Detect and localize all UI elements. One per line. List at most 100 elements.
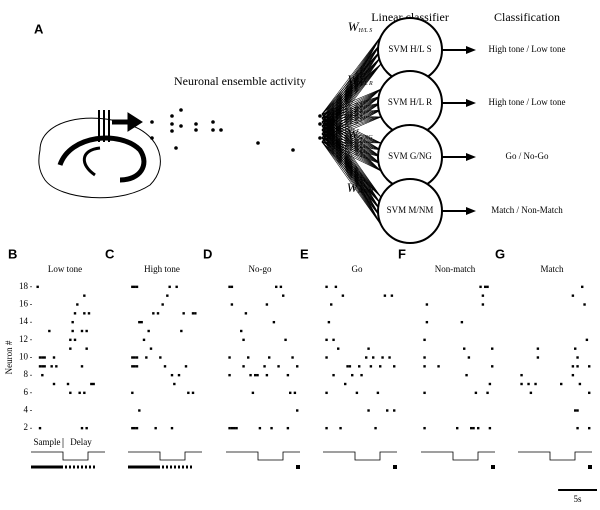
spike — [133, 356, 136, 359]
spike — [381, 356, 384, 359]
spike — [50, 365, 53, 368]
spike — [52, 356, 56, 359]
spike — [41, 356, 44, 359]
spike — [270, 426, 273, 430]
panel-label: D — [203, 246, 212, 261]
spike — [332, 338, 335, 342]
panel-title: Go — [352, 264, 363, 274]
spike — [477, 426, 480, 430]
spike — [247, 356, 250, 359]
y-tick-label: 16 — [19, 299, 29, 309]
spike — [131, 391, 134, 395]
y-tick-label: 6 — [24, 387, 29, 397]
spike — [170, 426, 174, 430]
spike — [230, 426, 234, 430]
spike — [230, 285, 234, 289]
panel-label: C — [105, 246, 115, 261]
response-mark — [491, 465, 495, 469]
spike — [240, 329, 243, 333]
spike — [142, 338, 146, 342]
spike — [284, 338, 287, 342]
spike — [263, 365, 266, 368]
spike — [55, 365, 58, 368]
spike — [346, 365, 349, 368]
y-tick-label: 4 — [24, 405, 29, 415]
arrow-head — [466, 207, 476, 215]
trial-trace — [128, 451, 202, 461]
spike — [376, 391, 380, 395]
spike — [156, 312, 160, 315]
spike — [470, 426, 473, 430]
y-axis-label: Neuron # — [4, 340, 14, 374]
spike — [484, 285, 487, 289]
classifier-name: SVM M/NM — [387, 205, 434, 215]
spike — [474, 391, 478, 395]
spike — [588, 365, 591, 368]
spike — [574, 409, 577, 412]
spike — [472, 426, 475, 430]
weight-label: WG/NG — [347, 126, 373, 141]
spike — [374, 426, 377, 430]
spike — [289, 391, 292, 395]
classifier-output: Go / No-Go — [506, 151, 549, 161]
y-tick-label: 14 — [19, 316, 29, 326]
epoch-label: Sample — [34, 437, 61, 447]
spike — [486, 391, 489, 395]
spike — [235, 426, 238, 430]
weight-line — [321, 129, 382, 212]
spike — [73, 338, 77, 342]
spike — [133, 365, 136, 368]
spike — [41, 373, 44, 377]
spike — [529, 391, 533, 395]
spike — [48, 329, 51, 333]
spike — [465, 373, 468, 377]
spike — [367, 409, 370, 412]
weight-line — [321, 35, 382, 119]
spike — [536, 356, 540, 359]
weight-line — [321, 129, 382, 205]
weight-line — [321, 95, 382, 123]
spike — [571, 294, 575, 297]
spike — [73, 312, 77, 315]
spike — [191, 312, 195, 315]
spike — [534, 382, 537, 386]
spike — [585, 338, 589, 342]
weight-line — [321, 141, 382, 205]
spike — [576, 409, 579, 412]
weight-line — [321, 117, 382, 144]
weight-line — [321, 125, 382, 205]
spike — [425, 320, 429, 324]
spike — [135, 365, 139, 368]
classification-header: Classification — [494, 10, 560, 24]
spike — [244, 312, 248, 315]
spike — [372, 356, 375, 359]
weight-lines — [321, 35, 382, 226]
spike — [571, 365, 575, 368]
weight-symbol: W — [347, 126, 359, 141]
spike — [296, 365, 299, 368]
spike — [576, 356, 579, 359]
weight-line — [321, 113, 382, 205]
trial-trace — [31, 451, 105, 461]
weight-line — [321, 113, 382, 158]
spike — [87, 312, 91, 315]
spike — [463, 347, 466, 350]
spike — [180, 329, 183, 333]
panel-title: Match — [541, 264, 564, 274]
spike — [351, 373, 354, 377]
spike — [80, 426, 84, 430]
classifier-header: Linear classifier — [371, 10, 449, 24]
spike — [325, 285, 328, 289]
spike — [268, 356, 271, 359]
spike — [383, 294, 387, 297]
spike — [337, 347, 340, 350]
panel-title: High tone — [144, 264, 180, 274]
spike — [138, 409, 141, 412]
spike — [41, 365, 44, 368]
spike — [173, 382, 176, 386]
spike — [423, 338, 426, 342]
spike — [251, 391, 255, 395]
y-tick-label: 2 — [24, 422, 29, 432]
panel-label: E — [300, 246, 309, 261]
spike — [170, 373, 174, 377]
